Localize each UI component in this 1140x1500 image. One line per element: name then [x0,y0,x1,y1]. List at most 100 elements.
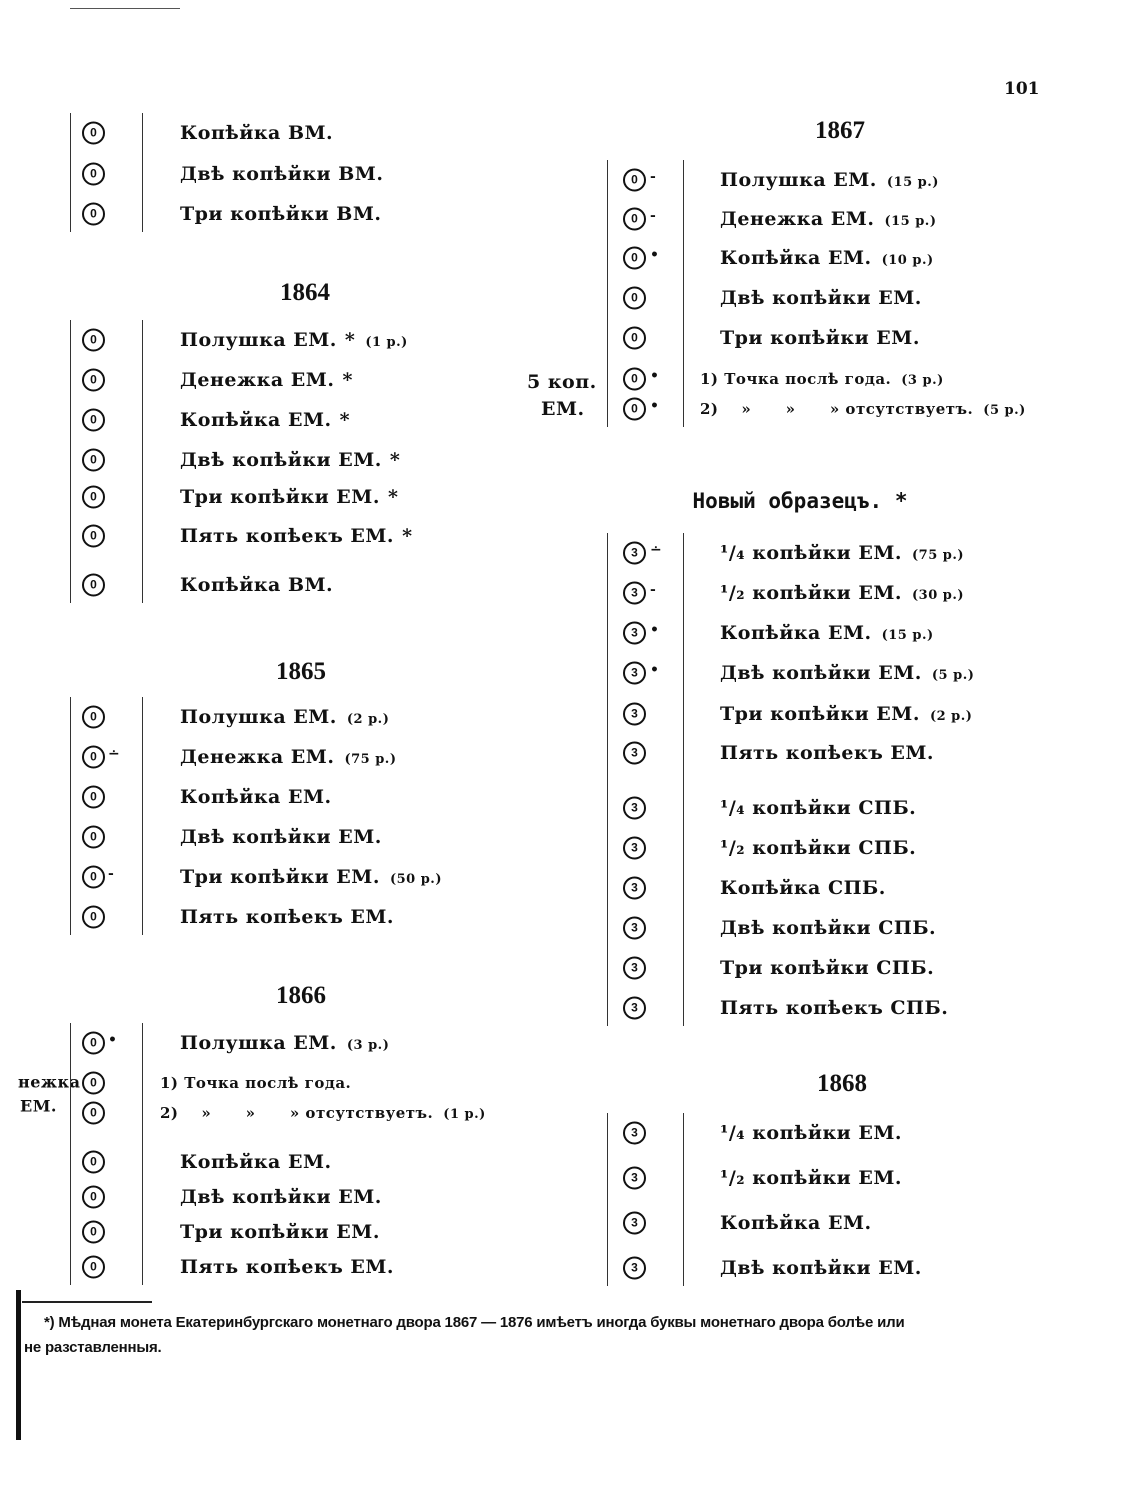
coin-entry: Двѣ копѣйки СПБ. [720,917,936,939]
entry-text: 2) » » » отсутствуетъ. [160,1104,434,1122]
asterisk: * [342,369,353,391]
entry-text: Двѣ копѣйки ЕМ. [720,662,922,684]
coin-entry: Три копѣйки ЕМ. * [180,486,398,508]
entry-text: 1) Точка послѣ года. [160,1074,352,1092]
coin-entry: Копѣйка ВМ. [180,122,333,144]
coin-circle-icon: 0 [82,162,105,186]
entry-text: ¹/₄ копѣйки ЕМ. [720,542,903,564]
variant-mark: • [650,662,659,678]
coin-circle-icon: 0 [623,168,646,192]
coin-entry: Двѣ копѣйки ЕМ. (5 р.) [720,662,974,684]
entry-text: Копѣйка ВМ. [180,574,334,596]
entry-text: ¹/₂ копѣйки ЕМ. [720,582,903,604]
entry-text: Пять копѣекъ ЕМ. [180,1256,395,1278]
entry-text: Пять копѣекъ СПБ. [720,997,949,1019]
coin-entry: Двѣ копѣйки ЕМ. * [180,449,400,471]
entry-text: Пять копѣекъ ЕМ. [180,906,395,928]
rarity-note: (15 р.) [886,175,939,190]
entry-text: Копѣйка ЕМ. [720,1212,872,1234]
entry-text: Копѣйка ЕМ. [720,622,872,644]
coin-circle-icon: 0 [82,1150,105,1174]
coin-circle-icon: 0 [82,745,105,769]
entry-text: Полушка ЕМ. [180,706,337,728]
coin-circle-icon: 0 [623,326,646,350]
coin-circle-icon: 0 [82,573,105,597]
section-heading: 1866 [276,982,326,1009]
entry-text: Пять копѣекъ ЕМ. [180,525,395,547]
coin-entry: Пять копѣекъ ЕМ. [180,906,394,928]
entry-text: ¹/₄ копѣйки ЕМ. [720,1122,903,1144]
variant-mark: ∸ [650,542,662,558]
top-rule [70,8,180,9]
entry-text: ¹/₂ копѣйки СПБ. [720,837,917,859]
coin-circle-icon: 3 [623,702,646,726]
coin-circle-icon: 3 [623,581,646,605]
rarity-note: (1 р.) [443,1107,486,1122]
entry-text: Три копѣйки ЕМ. [180,1221,380,1243]
coin-entry: ¹/₄ копѣйки СПБ. [720,797,916,819]
coin-entry: Три копѣйки ВМ. [180,203,382,225]
coin-circle-icon: 3 [623,956,646,980]
coin-circle-icon: 0 [623,367,646,391]
coin-entry: Полушка ЕМ. (2 р.) [180,706,389,728]
entry-text: Три копѣйки ЕМ. [180,486,380,508]
entry-text: Три копѣйки ЕМ. [720,703,920,725]
coin-circle-icon: 3 [623,836,646,860]
coin-circle-icon: 0 [623,397,646,421]
entry-text: Двѣ копѣйки ЕМ. [180,826,382,848]
coin-circle-icon: 3 [623,661,646,685]
coin-entry: Двѣ копѣйки ВМ. [180,163,383,185]
coin-circle-icon: 3 [623,741,646,765]
variant-mark: • [650,247,659,263]
variant-mark: ∸ [108,746,120,762]
coin-circle-icon: 0 [82,1255,105,1279]
coin-entry: Двѣ копѣйки ЕМ. [180,1186,382,1208]
section-heading: Новый образецъ. * [692,489,908,513]
rarity-note: (10 р.) [881,253,934,268]
page-number: 101 [1004,79,1040,99]
entry-text: 1) Точка послѣ года. [700,370,892,388]
entry-text: Копѣйка ЕМ. [720,247,872,269]
coin-entry: Копѣйка ЕМ. [720,1212,872,1234]
coin-entry: ¹/₂ копѣйки ЕМ. (30 р.) [720,582,964,604]
rarity-note: (2 р.) [929,709,973,724]
rarity-note: (75 р.) [912,548,965,563]
entry-text: Три копѣйки СПБ. [720,957,935,979]
coin-circle-icon: 0 [82,1185,105,1209]
coin-entry: Двѣ копѣйки ЕМ. [720,1257,922,1279]
entry-text: Копѣйка СПБ. [720,877,886,899]
coin-entry: Денежка ЕМ. (15 р.) [720,208,937,230]
entry-text: Денежка ЕМ. [180,369,335,391]
rarity-note: (50 р.) [389,872,442,887]
coin-circle-icon: 0 [82,865,105,889]
column-rule [142,113,143,232]
asterisk: * [387,486,399,508]
rarity-note: (15 р.) [881,628,934,643]
entry-text: Двѣ копѣйки ЕМ. [720,1257,922,1279]
rarity-note: (3 р.) [346,1038,390,1053]
coin-circle-icon: 3 [623,1121,646,1145]
asterisk: * [339,409,351,431]
variant-mark: • [108,1032,117,1048]
coin-circle-icon: 0 [82,825,105,849]
column-rule [70,1023,71,1285]
coin-circle-icon: 3 [623,996,646,1020]
column-rule [70,113,71,232]
coin-circle-icon: 0 [623,207,646,231]
entry-text: Полушка ЕМ. [720,169,877,191]
entry-text: Двѣ копѣйки ЕМ. [180,1186,382,1208]
column-rule [607,1113,608,1286]
coin-entry: Пять копѣекъ СПБ. [720,997,948,1019]
footnote-rule [22,1301,152,1303]
coin-circle-icon: 0 [82,1101,105,1125]
footnote-line: не разставленныя. [24,1339,162,1356]
coin-circle-icon: 0 [82,1220,105,1244]
coin-circle-icon: 0 [82,408,105,432]
coin-entry: Пять копѣекъ ЕМ. [720,742,934,764]
coin-entry: Три копѣйки ЕМ. [180,1221,380,1243]
coin-entry: ¹/₄ копѣйки ЕМ. (75 р.) [720,542,964,564]
coin-circle-icon: 0 [82,202,105,226]
coin-entry: Двѣ копѣйки ЕМ. [180,826,382,848]
entry-text: Полушка ЕМ. [180,1032,337,1054]
coin-entry: Денежка ЕМ. (75 р.) [180,746,397,768]
